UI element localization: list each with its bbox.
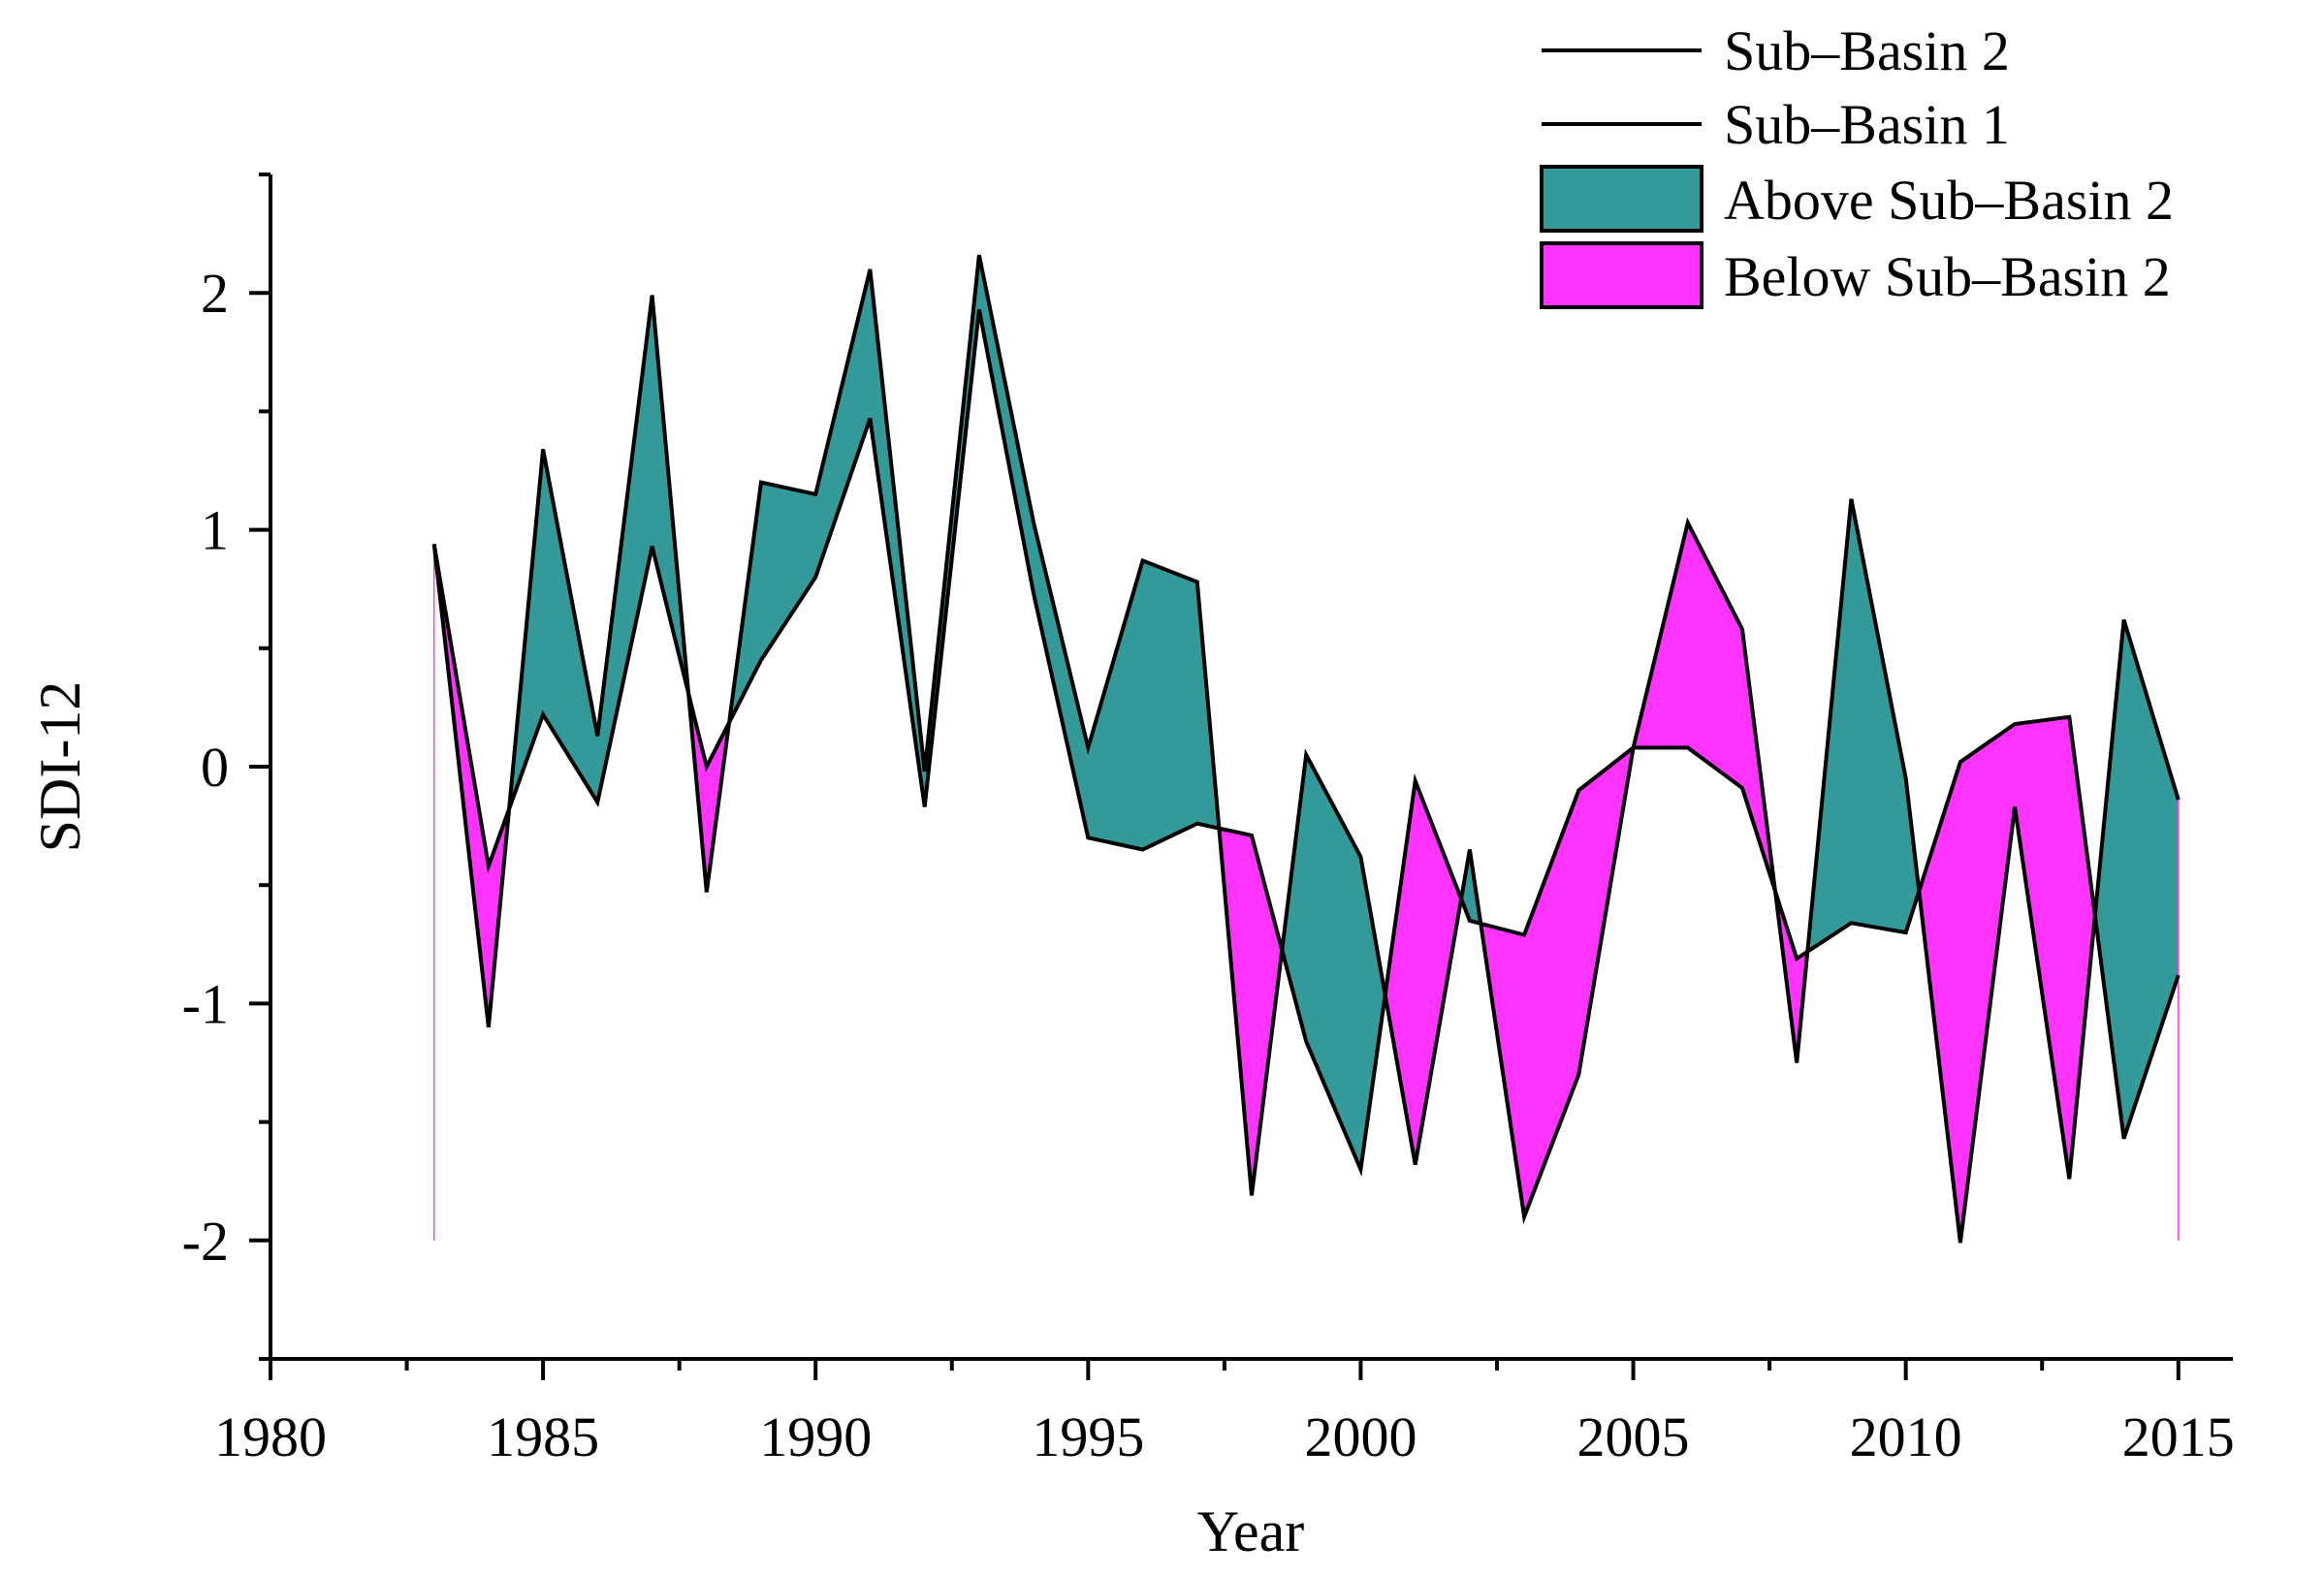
legend-patch-below <box>1540 241 1703 309</box>
legend: Sub–Basin 2 Sub–Basin 1 Above Sub–Basin … <box>1540 19 2174 309</box>
legend-patch-above <box>1540 165 1703 233</box>
y-tick-label-2: 2 <box>201 262 229 325</box>
x-tick-label-1990: 1990 <box>759 1405 872 1468</box>
legend-label-sub-basin-2: Sub–Basin 2 <box>1724 19 2010 82</box>
fill-below-region-4 <box>1219 828 1283 1196</box>
x-tick-label-2000: 2000 <box>1304 1405 1417 1468</box>
legend-label-above: Above Sub–Basin 2 <box>1724 169 2174 232</box>
fill-above-region-10 <box>1807 498 1920 952</box>
legend-label-sub-basin-1: Sub–Basin 1 <box>1724 93 2010 156</box>
y-tick-label--2: -2 <box>182 1210 229 1273</box>
x-tick-label-2005: 2005 <box>1577 1405 1690 1468</box>
series-lines <box>431 254 2181 1244</box>
series-line-sub-basin-2 <box>431 308 2181 1177</box>
y-axis-title: SDI-12 <box>28 681 92 853</box>
x-tick-label-2010: 2010 <box>1850 1405 1962 1468</box>
x-tick-label-1980: 1980 <box>214 1405 327 1468</box>
fill-below-region-11 <box>1919 716 2095 1244</box>
fill-above-region-1 <box>509 295 688 809</box>
fill-above-region-7 <box>1461 849 1481 924</box>
fill-above-region-12 <box>2094 619 2179 1139</box>
fill-regions <box>432 255 2180 1244</box>
x-axis-title: Year <box>1197 1499 1305 1563</box>
fill-below-region-6 <box>1385 780 1462 1165</box>
y-tick-label--1: -1 <box>182 972 229 1035</box>
x-tick-label-1995: 1995 <box>1032 1405 1144 1468</box>
fill-above-region-3 <box>729 255 1220 850</box>
x-tick-label-1985: 1985 <box>487 1405 599 1468</box>
tick-marks: 1980 1985 1990 1995 2000 2005 2010 2015 2 1 0 -1 -2 <box>182 173 2235 1468</box>
y-tick-label-0: 0 <box>201 736 229 799</box>
y-tick-label-1: 1 <box>201 499 229 562</box>
series-line-sub-basin-1 <box>431 254 2181 1244</box>
x-tick-label-2015: 2015 <box>2122 1405 2235 1468</box>
legend-label-below: Below Sub–Basin 2 <box>1724 245 2171 308</box>
fill-below-region-8 <box>1480 522 1775 1217</box>
